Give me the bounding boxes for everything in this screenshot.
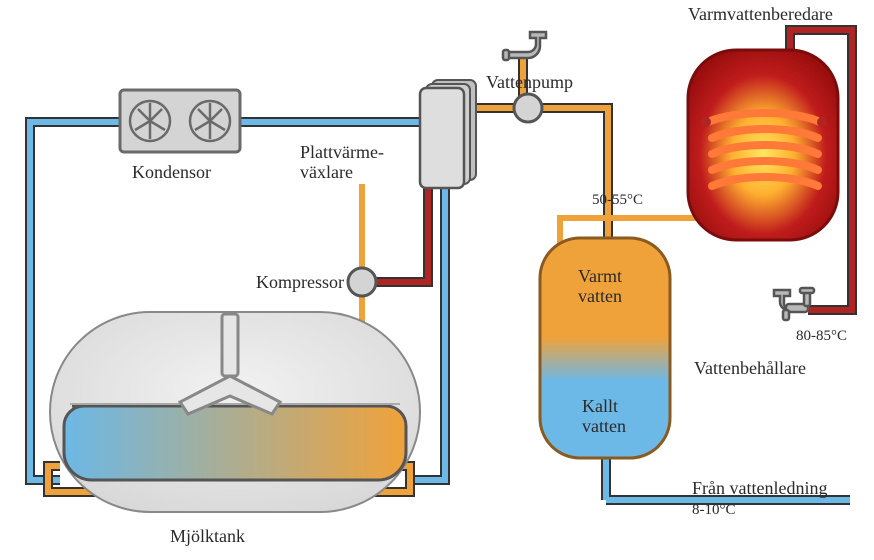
label-vattenpump: Vattenpump [486,72,573,92]
label-varmt-2: vatten [578,286,622,306]
water-pump [514,94,542,122]
label-temp-80-85: 80-85°C [796,328,847,344]
label-mjolktank: Mjölktank [170,526,245,546]
label-plattvarme-2: växlare [300,162,353,182]
label-temp-50-55: 50-55°C [592,192,643,208]
label-varmt-1: Varmt [578,266,622,286]
label-temp-8-10: 8-10°C [692,502,736,518]
hot-segment-pipe [362,184,428,282]
label-vattenbehallare: Vattenbehållare [694,358,806,378]
tap-warm-icon [503,32,546,60]
label-plattvarme-1: Plattvärme- [300,142,384,162]
label-kondensor: Kondensor [132,162,211,182]
hot-water-boiler [688,50,838,240]
compressor [348,268,376,296]
label-kompressor: Kompressor [256,272,344,292]
label-kallt-1: Kallt [582,396,618,416]
label-varmvattenberedare: Varmvattenberedare [688,4,833,24]
tap-hot-icon [774,288,814,320]
label-fran-vattenledning: Från vattenledning [692,478,827,498]
condenser [120,90,240,152]
label-kallt-2: vatten [582,416,626,436]
plate-heat-exchanger [420,80,476,188]
diagram-canvas: Kondensor Plattvärme- växlare Vattenpump… [0,0,874,560]
milk-tank [50,312,420,512]
